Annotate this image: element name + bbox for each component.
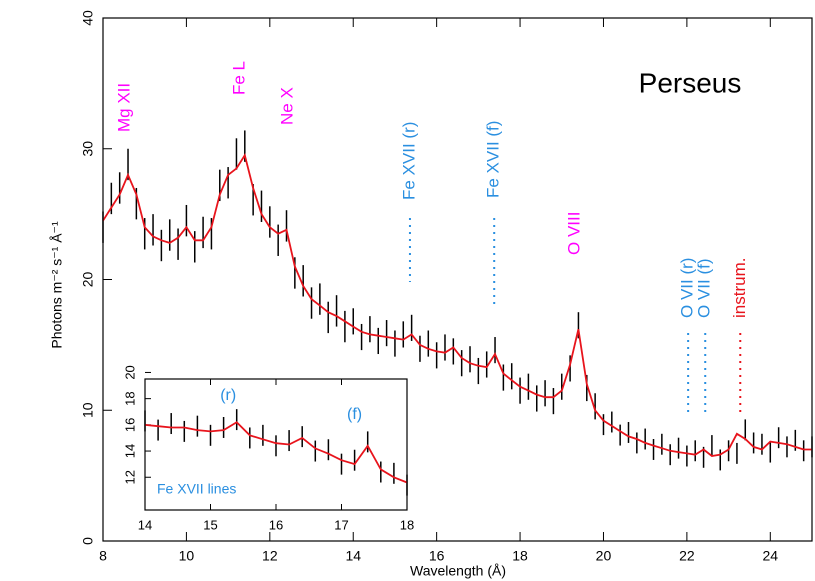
x-tick-label: 12 — [262, 548, 278, 564]
y-tick-label: 20 — [80, 272, 96, 288]
annotation: O VII (r) — [678, 258, 697, 318]
x-tick-label: 18 — [512, 548, 528, 564]
model-line — [102, 153, 812, 457]
y-tick-label: 20 — [122, 365, 137, 379]
chart-title: Perseus — [639, 67, 742, 98]
y-tick-label: 14 — [122, 444, 137, 458]
y-tick-label: 30 — [80, 141, 96, 157]
annotation: (r) — [220, 387, 236, 404]
x-tick-label: 8 — [99, 548, 107, 564]
x-tick-label: 20 — [596, 548, 612, 564]
y-tick-label: 0 — [80, 537, 96, 545]
x-tick-label: 17 — [334, 517, 348, 532]
y-tick-label: 16 — [122, 418, 137, 432]
annotation: Mg XII — [115, 83, 134, 132]
annotation: Fe XVII (r) — [399, 122, 418, 200]
model-line — [144, 421, 408, 484]
x-tick-label: 22 — [679, 548, 695, 564]
x-tick-label: 14 — [345, 548, 361, 564]
y-tick-label: 40 — [80, 10, 96, 26]
x-axis-label: Wavelength (Å) — [410, 563, 506, 579]
x-tick-label: 16 — [269, 517, 283, 532]
y-tick-label: 12 — [122, 470, 137, 484]
x-tick-label: 16 — [429, 548, 445, 564]
x-tick-label: 15 — [203, 517, 217, 532]
annotation: Fe L — [230, 61, 249, 95]
x-tick-label: 10 — [179, 548, 195, 564]
annotation: instrum. — [730, 258, 749, 318]
annotation: Fe XVII (f) — [484, 121, 503, 198]
annotation: (f) — [347, 406, 362, 423]
x-tick-label: 24 — [763, 548, 779, 564]
x-tick-label: 18 — [400, 517, 414, 532]
annotation: Ne X — [278, 87, 297, 125]
y-tick-label: 10 — [80, 402, 96, 418]
y-tick-label: 18 — [122, 391, 137, 405]
annotation: O VIII — [565, 212, 584, 255]
y-axis-label: Photons m⁻² s⁻¹ Å⁻¹ — [49, 221, 65, 349]
x-tick-label: 14 — [138, 517, 152, 532]
inset-note: Fe XVII lines — [157, 481, 236, 497]
annotation: O VII (f) — [695, 259, 714, 319]
plot-frame — [102, 17, 813, 542]
plot-frame — [144, 378, 408, 511]
